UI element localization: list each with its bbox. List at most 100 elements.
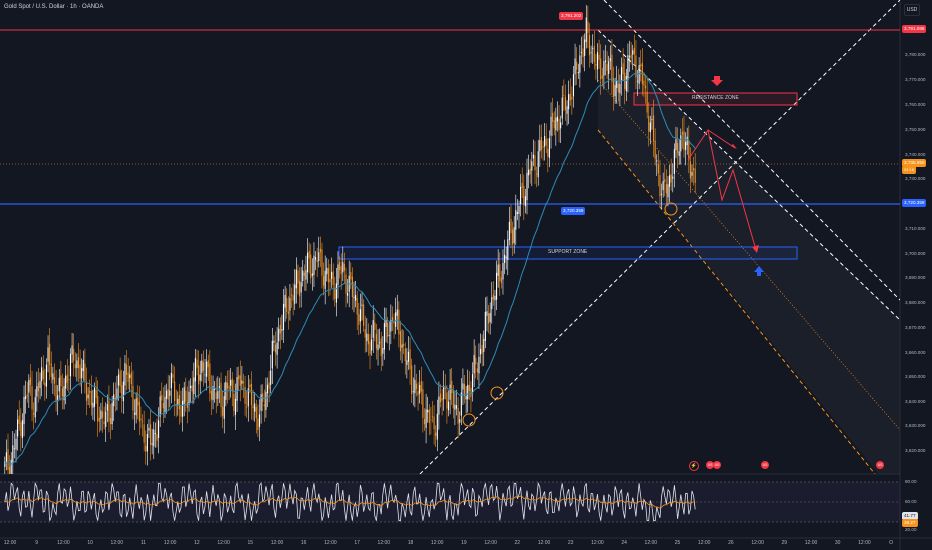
candle-body — [323, 276, 325, 286]
channel-lower-line[interactable] — [597, 129, 876, 474]
us-flag-icon[interactable]: US — [761, 461, 769, 469]
candle-body — [26, 394, 28, 397]
candle-body — [234, 398, 237, 415]
candle-body — [544, 136, 546, 147]
candle-body — [633, 47, 635, 55]
uptrend-line[interactable] — [419, 0, 900, 474]
time-tick: 12:00 — [3, 540, 17, 546]
candle-body — [669, 175, 671, 187]
candle-body — [484, 311, 486, 341]
swing-low-marker-3[interactable] — [664, 202, 678, 216]
arrowhead-1 — [731, 144, 737, 149]
candle-body — [125, 364, 128, 375]
falling-wedge-line[interactable] — [603, 0, 900, 301]
candle-body — [656, 160, 658, 162]
up-arrow-icon[interactable] — [754, 266, 764, 276]
candle-body — [15, 438, 17, 450]
candle-body — [588, 34, 591, 56]
support-zone[interactable] — [338, 246, 798, 260]
candle-body — [20, 422, 22, 436]
candle-body — [644, 85, 647, 89]
candle-body — [282, 303, 285, 330]
candle-body — [574, 58, 576, 75]
candle-body — [399, 331, 402, 352]
candle-body — [159, 396, 161, 417]
candle-body — [366, 333, 368, 342]
candle-body — [492, 294, 494, 300]
candle-body — [186, 402, 188, 408]
candle-body — [103, 421, 105, 425]
candle-body — [313, 255, 315, 275]
resistance-zone[interactable] — [633, 92, 798, 106]
currency-button[interactable]: USD — [904, 4, 920, 16]
candle-body — [380, 338, 382, 357]
candle-body — [433, 416, 435, 430]
candle-body — [76, 360, 78, 369]
candle-body — [206, 361, 208, 377]
candle-body — [287, 311, 289, 315]
candle-body — [311, 273, 313, 276]
us-flag-icon[interactable]: US — [706, 461, 714, 469]
candle-body — [652, 115, 655, 142]
candle-body — [74, 364, 76, 369]
us-flag-icon[interactable]: US — [876, 461, 884, 469]
swing-low-marker-2[interactable] — [490, 386, 504, 400]
candle-body — [244, 386, 246, 404]
candle-body — [132, 385, 134, 411]
candle-body — [7, 449, 9, 470]
candle-body — [250, 383, 253, 406]
candle-body — [230, 380, 232, 386]
time-tick: 15 — [247, 540, 254, 546]
candle-body — [335, 283, 337, 303]
candle-body — [290, 294, 293, 296]
candle-body — [403, 343, 405, 346]
candle-body — [255, 406, 257, 419]
projection-path[interactable] — [687, 128, 757, 251]
candle-body — [371, 339, 373, 351]
candle-body — [97, 395, 99, 422]
down-arrow-icon[interactable] — [711, 76, 723, 86]
channel-mid-line[interactable] — [597, 79, 900, 431]
time-tick: 12:00 — [430, 540, 444, 546]
candle-body — [686, 136, 688, 146]
time-tick: 23 — [567, 540, 574, 546]
candle-body — [84, 363, 86, 381]
price-tick: 3,700.000 — [905, 251, 926, 256]
candle-body — [310, 254, 312, 279]
projection-path-alt[interactable] — [707, 129, 736, 149]
rsi-tick-60: 60.00 — [905, 499, 917, 504]
candle-body — [214, 389, 216, 391]
lightning-icon[interactable]: ⚡ — [689, 461, 699, 471]
candle-body — [306, 252, 309, 273]
candle-body — [334, 287, 336, 299]
candle-body — [98, 417, 100, 422]
candle-body — [547, 149, 549, 157]
candle-body — [627, 55, 629, 81]
time-tick: 12:00 — [697, 540, 711, 546]
time-tick: 25 — [674, 540, 681, 546]
candle-body — [172, 374, 174, 378]
price-tick: 3,770.000 — [905, 77, 926, 82]
us-flag-icon[interactable]: US — [713, 461, 721, 469]
candle-body — [9, 466, 11, 474]
candle-body — [247, 388, 249, 407]
time-tick: 12:00 — [324, 540, 337, 546]
candle-body — [116, 388, 118, 400]
candle-body — [454, 404, 456, 410]
candle-body — [185, 390, 187, 402]
candle-body — [182, 400, 184, 417]
candle-body — [608, 61, 610, 74]
candle-body — [300, 282, 302, 293]
candle-body — [548, 138, 550, 158]
candle-body — [331, 272, 333, 279]
candle-body — [616, 80, 618, 89]
candle-body — [641, 62, 643, 84]
swing-low-marker-1[interactable] — [462, 413, 476, 427]
candle-body — [636, 80, 639, 82]
candle-body — [177, 398, 179, 405]
candle-body — [279, 324, 281, 334]
blue-line-label: 3,720.359 — [561, 207, 586, 215]
candle-body — [457, 407, 459, 424]
candle-body — [441, 398, 443, 401]
